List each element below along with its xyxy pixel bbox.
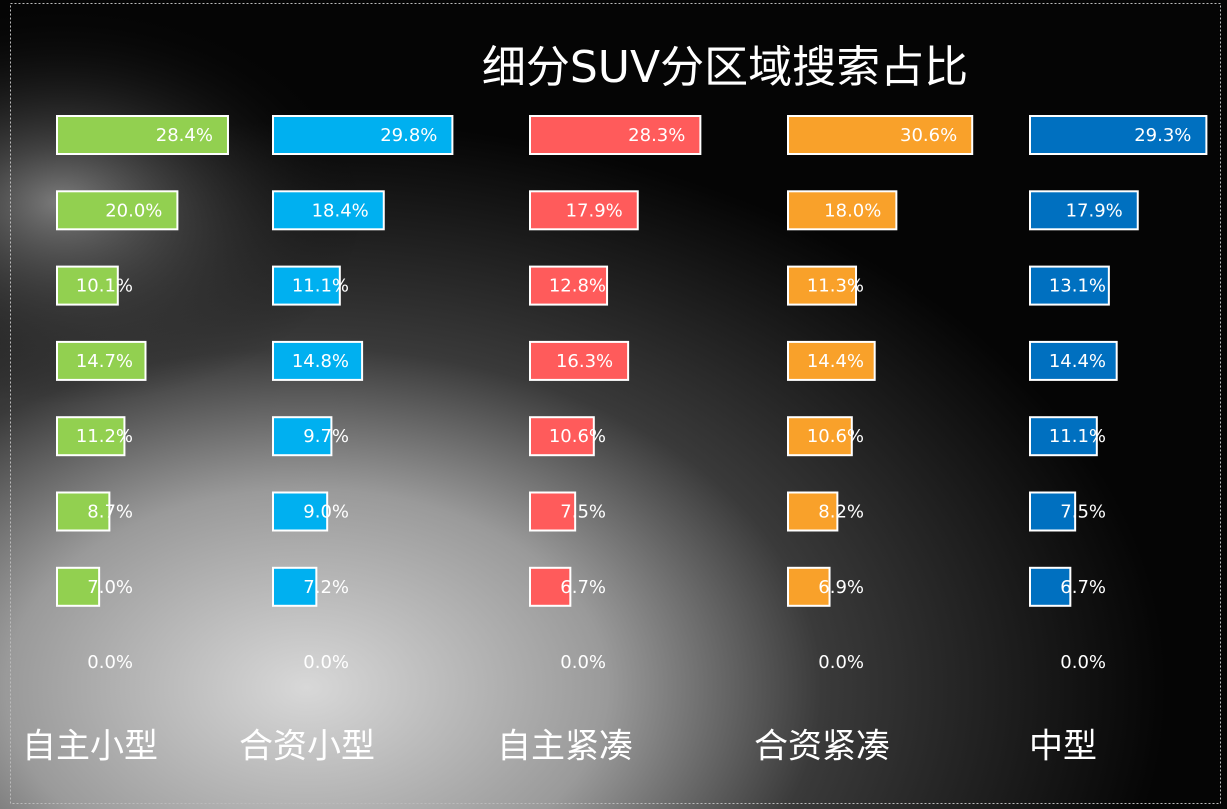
value-label: 14.7% <box>76 351 133 372</box>
legend-label: 中型 <box>1029 727 1097 767</box>
value-label: 17.9% <box>1066 200 1123 221</box>
chart-title: 细分SUV分区域搜索占比 <box>482 42 968 93</box>
value-label: 9.7% <box>303 426 349 447</box>
legend-label: 合资紧凑 <box>754 727 890 767</box>
value-label: 10.6% <box>549 426 606 447</box>
legend-label: 合资小型 <box>239 727 375 767</box>
value-label: 9.0% <box>303 502 349 523</box>
value-label: 6.9% <box>818 577 864 598</box>
value-label: 0.0% <box>818 652 864 673</box>
legend-label: 自主小型 <box>22 727 158 767</box>
value-label: 18.4% <box>312 200 369 221</box>
value-label: 14.4% <box>1049 351 1106 372</box>
chart: 细分SUV分区域搜索占比 28.4% 20.0% 10.1% 14.7% 11.2% 8.… <box>0 0 1227 809</box>
value-label: 13.1% <box>1049 276 1106 297</box>
value-label: 0.0% <box>1060 652 1106 673</box>
value-label: 0.0% <box>303 652 349 673</box>
value-label: 29.8% <box>380 125 437 146</box>
value-label: 14.8% <box>292 351 349 372</box>
value-label: 14.4% <box>807 351 864 372</box>
value-label: 30.6% <box>900 125 957 146</box>
value-label: 16.3% <box>556 351 613 372</box>
value-label: 11.2% <box>76 426 133 447</box>
page: {"chart_data": {"type": "bar", "title": … <box>0 0 1227 809</box>
value-label: 10.6% <box>807 426 864 447</box>
value-label: 6.7% <box>1060 577 1106 598</box>
value-label: 7.5% <box>1060 502 1106 523</box>
value-label: 29.3% <box>1134 125 1191 146</box>
value-label: 7.0% <box>87 577 133 598</box>
value-label: 7.2% <box>303 577 349 598</box>
value-label: 11.1% <box>1049 426 1106 447</box>
value-label: 10.1% <box>76 276 133 297</box>
value-label: 6.7% <box>560 577 606 598</box>
value-label: 12.8% <box>549 276 606 297</box>
value-label: 28.4% <box>156 125 213 146</box>
value-label: 11.1% <box>292 276 349 297</box>
legend-label: 自主紧凑 <box>497 727 633 767</box>
value-label: 20.0% <box>105 200 162 221</box>
value-label: 0.0% <box>87 652 133 673</box>
value-label: 7.5% <box>560 502 606 523</box>
value-label: 0.0% <box>560 652 606 673</box>
value-label: 8.7% <box>87 502 133 523</box>
value-label: 8.2% <box>818 502 864 523</box>
value-label: 17.9% <box>566 200 623 221</box>
value-label: 28.3% <box>628 125 685 146</box>
value-label: 11.3% <box>807 276 864 297</box>
value-label: 18.0% <box>824 200 881 221</box>
